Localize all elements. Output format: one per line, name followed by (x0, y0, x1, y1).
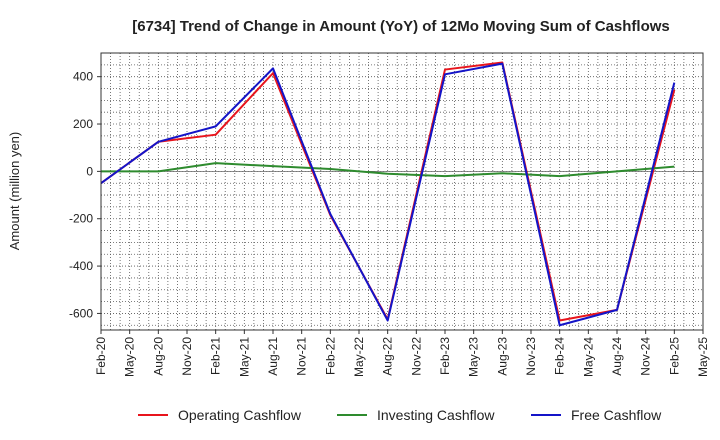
x-tick-label: Nov-20 (180, 337, 194, 376)
x-tick-label: Feb-25 (667, 337, 681, 375)
x-tick-label: Nov-24 (639, 337, 653, 376)
y-tick-label: -600 (69, 306, 93, 320)
y-axis-label: Amount (million yen) (7, 132, 22, 251)
x-tick-label: Aug-20 (151, 337, 165, 376)
x-tick-label: Nov-22 (409, 337, 423, 376)
chart-title: [6734] Trend of Change in Amount (YoY) o… (132, 18, 670, 35)
series-lines (100, 61, 676, 327)
plot-area (101, 53, 703, 330)
series-line-free-cashflow (100, 62, 676, 327)
x-tick-label: Feb-21 (209, 337, 223, 375)
y-axis-ticks: -600 -400 -200 0 200 400 (69, 70, 101, 320)
x-tick-label: May-23 (467, 337, 481, 377)
y-tick-label: 200 (73, 117, 93, 131)
x-tick-label: Aug-22 (381, 337, 395, 376)
legend: Operating Cashflow Investing Cashflow Free… (138, 407, 662, 423)
x-tick-label: Feb-22 (323, 337, 337, 375)
x-tick-label: Feb-20 (94, 337, 108, 375)
x-tick-label: May-25 (696, 337, 710, 377)
x-tick-label: Aug-21 (266, 337, 280, 376)
x-tick-label: Feb-23 (438, 337, 452, 375)
x-tick-label: Feb-24 (553, 337, 567, 375)
legend-label: Operating Cashflow (178, 407, 302, 423)
x-tick-label: Nov-23 (524, 337, 538, 376)
x-tick-label: May-21 (237, 337, 251, 377)
legend-label: Free Cashflow (571, 407, 662, 423)
y-tick-label: -200 (69, 212, 93, 226)
y-tick-label: 0 (86, 164, 93, 178)
legend-label: Investing Cashflow (377, 407, 495, 423)
y-tick-label: 400 (73, 70, 93, 84)
gridlines (101, 53, 703, 330)
x-tick-label: May-24 (581, 337, 595, 377)
plot-frame (100, 52, 704, 331)
x-tick-label: May-22 (352, 337, 366, 377)
x-tick-label: Aug-24 (610, 337, 624, 376)
x-tick-label: May-20 (123, 337, 137, 377)
x-tick-label: Aug-23 (495, 337, 509, 376)
x-axis-ticks: Feb-20 May-20 Aug-20 Nov-20 Feb-21 May-21 Aug-… (94, 330, 710, 377)
x-tick-label: Nov-21 (295, 337, 309, 376)
y-tick-label: -400 (69, 259, 93, 273)
series-line-investing-cashflow (101, 162, 675, 178)
